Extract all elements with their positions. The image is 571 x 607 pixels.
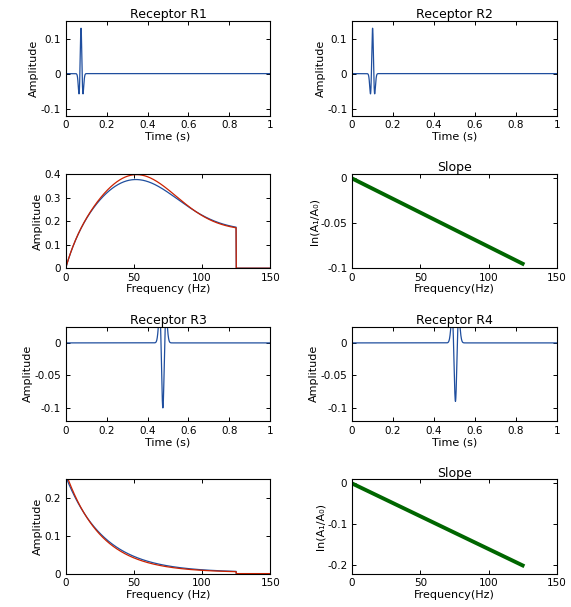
Y-axis label: Amplitude: Amplitude (309, 345, 319, 402)
X-axis label: Time (s): Time (s) (146, 437, 191, 447)
Y-axis label: ln(A₁/A₀): ln(A₁/A₀) (309, 198, 319, 245)
X-axis label: Frequency(Hz): Frequency(Hz) (414, 590, 495, 600)
X-axis label: Time (s): Time (s) (432, 132, 477, 142)
Y-axis label: Amplitude: Amplitude (316, 39, 325, 97)
Y-axis label: Amplitude: Amplitude (23, 345, 33, 402)
Y-axis label: Amplitude: Amplitude (33, 498, 43, 555)
Title: Slope: Slope (437, 161, 472, 174)
X-axis label: Frequency (Hz): Frequency (Hz) (126, 285, 210, 294)
Y-axis label: ln(A₁/A₀): ln(A₁/A₀) (316, 503, 325, 550)
Title: Receptor R2: Receptor R2 (416, 8, 493, 21)
X-axis label: Time (s): Time (s) (432, 437, 477, 447)
Y-axis label: Amplitude: Amplitude (29, 39, 39, 97)
Y-axis label: Amplitude: Amplitude (33, 192, 43, 249)
X-axis label: Time (s): Time (s) (146, 132, 191, 142)
Title: Receptor R4: Receptor R4 (416, 314, 493, 327)
Title: Receptor R1: Receptor R1 (130, 8, 206, 21)
Title: Receptor R3: Receptor R3 (130, 314, 206, 327)
X-axis label: Frequency (Hz): Frequency (Hz) (126, 590, 210, 600)
X-axis label: Frequency(Hz): Frequency(Hz) (414, 285, 495, 294)
Title: Slope: Slope (437, 467, 472, 480)
